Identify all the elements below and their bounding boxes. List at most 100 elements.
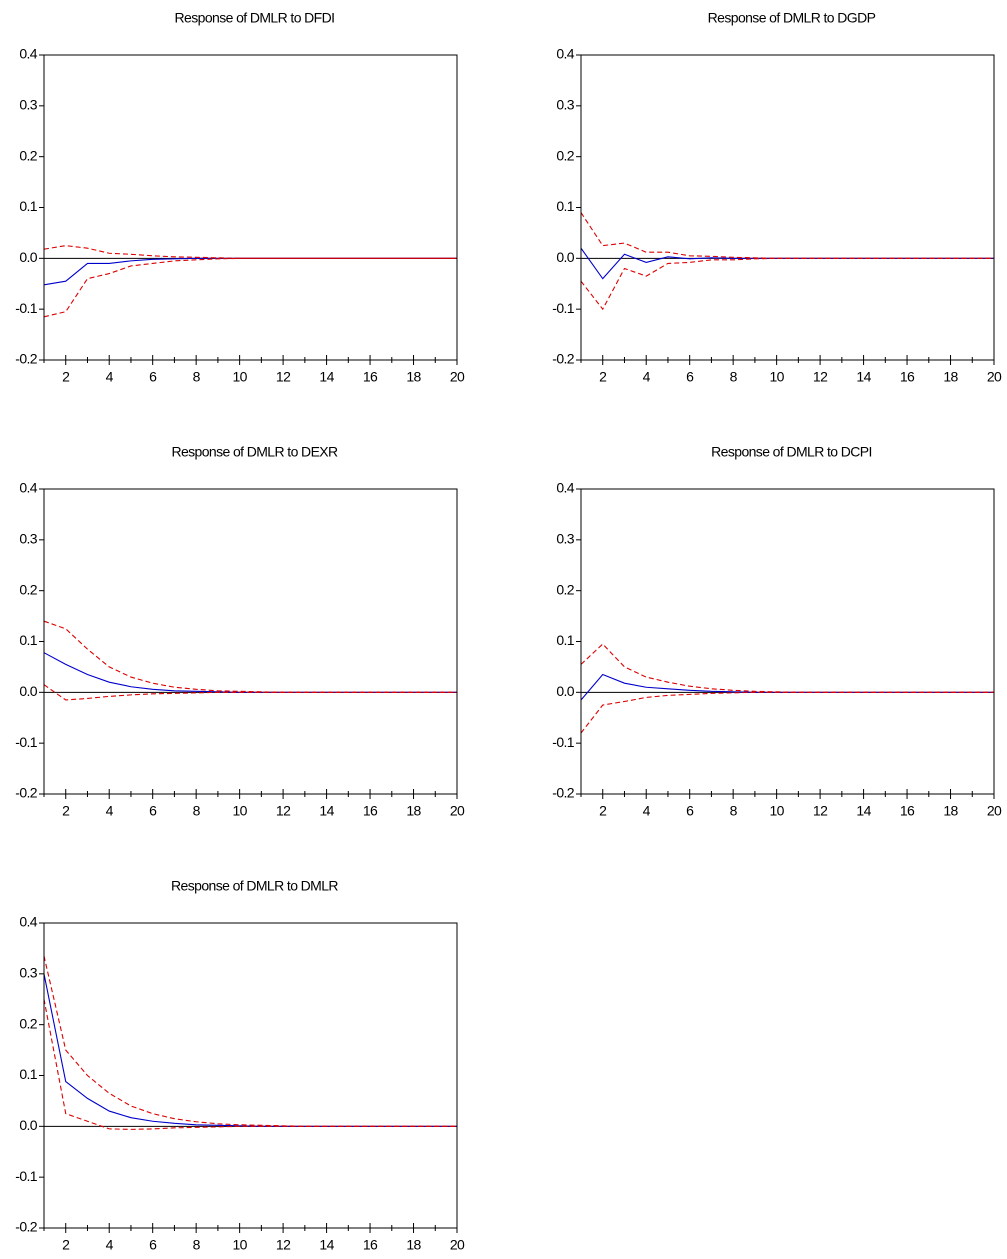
x-tick-label: 4 — [106, 1237, 114, 1253]
y-tick-label: -0.2 — [552, 785, 575, 801]
chart-title: Response of DMLR to DMLR — [171, 878, 338, 894]
x-tick-label: 8 — [730, 369, 738, 385]
y-tick-label: 0.2 — [19, 147, 37, 163]
x-tick-label: 14 — [856, 803, 871, 819]
x-tick-label: 18 — [943, 803, 958, 819]
series-line — [43, 999, 457, 1130]
y-tick-label: 0.2 — [19, 1015, 37, 1031]
x-tick-label: 10 — [769, 369, 784, 385]
series-line — [580, 212, 994, 259]
x-tick-label: 16 — [900, 369, 915, 385]
x-tick-label: 10 — [769, 803, 784, 819]
y-tick-label: -0.1 — [15, 300, 38, 316]
y-tick-label: 0.1 — [556, 198, 574, 214]
series-line — [43, 973, 457, 1127]
y-tick-label: 0.4 — [19, 46, 37, 62]
y-tick-label: 0.3 — [556, 531, 574, 547]
x-tick-label: 12 — [276, 1237, 291, 1253]
x-tick-label: 10 — [232, 803, 247, 819]
x-tick-label: 6 — [686, 369, 694, 385]
x-tick-label: 8 — [193, 369, 201, 385]
plot-frame — [43, 488, 458, 795]
x-tick-label: 4 — [106, 369, 114, 385]
series-line — [580, 673, 994, 701]
series-line — [43, 257, 457, 318]
x-tick-label: 6 — [149, 369, 157, 385]
x-tick-label: 4 — [643, 369, 651, 385]
y-tick-label: 0.1 — [19, 1066, 37, 1082]
plot-frame — [43, 922, 458, 1229]
x-tick-label: 10 — [232, 369, 247, 385]
series-line — [43, 257, 457, 286]
x-tick-label: 20 — [450, 1237, 465, 1253]
y-tick-label: 0.1 — [19, 198, 37, 214]
x-tick-label: 4 — [106, 803, 114, 819]
x-tick-label: 2 — [599, 803, 607, 819]
series-line — [580, 257, 994, 311]
x-tick-label: 8 — [730, 803, 738, 819]
y-tick-label: 0.1 — [556, 632, 574, 648]
x-tick-label: 18 — [406, 1237, 421, 1253]
y-tick-label: 0.0 — [556, 683, 574, 699]
x-tick-label: 12 — [276, 803, 291, 819]
y-tick-label: 0.3 — [19, 965, 37, 981]
x-tick-label: 8 — [193, 803, 201, 819]
series-line — [43, 620, 457, 693]
y-tick-label: -0.1 — [552, 300, 575, 316]
x-tick-label: 20 — [987, 369, 1002, 385]
x-tick-label: 20 — [987, 803, 1002, 819]
y-tick-label: 0.0 — [556, 249, 574, 265]
x-tick-label: 8 — [193, 1237, 201, 1253]
chart-title: Response of DMLR to DEXR — [171, 444, 338, 460]
x-tick-label: 20 — [450, 803, 465, 819]
x-tick-label: 14 — [319, 1237, 334, 1253]
x-tick-label: 16 — [363, 1237, 378, 1253]
y-tick-label: 0.2 — [556, 147, 574, 163]
chart-title: Response of DMLR to DFDI — [175, 10, 335, 26]
series-line — [580, 643, 994, 693]
y-tick-label: 0.3 — [19, 97, 37, 113]
x-tick-label: 12 — [276, 369, 291, 385]
x-tick-label: 2 — [62, 803, 70, 819]
series-line — [43, 955, 457, 1127]
y-tick-label: 0.0 — [19, 249, 37, 265]
y-tick-label: 0.0 — [19, 1117, 37, 1133]
y-tick-label: -0.2 — [552, 351, 575, 367]
y-tick-label: -0.2 — [15, 785, 38, 801]
plot-frame — [43, 54, 458, 361]
x-tick-label: 18 — [406, 803, 421, 819]
y-tick-label: -0.1 — [552, 734, 575, 750]
y-tick-label: -0.1 — [15, 1168, 38, 1184]
y-tick-label: -0.2 — [15, 1219, 38, 1235]
y-tick-label: 0.3 — [556, 97, 574, 113]
y-tick-label: 0.3 — [19, 531, 37, 547]
y-tick-label: -0.1 — [15, 734, 38, 750]
y-tick-label: 0.2 — [556, 581, 574, 597]
x-tick-label: 16 — [363, 803, 378, 819]
y-tick-label: 0.1 — [19, 632, 37, 648]
x-tick-label: 2 — [62, 369, 70, 385]
series-line — [43, 652, 457, 693]
x-tick-label: 10 — [232, 1237, 247, 1253]
x-tick-label: 18 — [406, 369, 421, 385]
x-tick-label: 6 — [686, 803, 694, 819]
y-tick-label: 0.0 — [19, 683, 37, 699]
y-tick-label: -0.2 — [15, 351, 38, 367]
plot-frame — [580, 488, 995, 795]
x-tick-label: 16 — [363, 369, 378, 385]
x-tick-label: 6 — [149, 1237, 157, 1253]
x-tick-label: 14 — [319, 369, 334, 385]
x-tick-label: 2 — [599, 369, 607, 385]
y-tick-label: 0.4 — [19, 480, 37, 496]
chart-title: Response of DMLR to DGDP — [708, 10, 876, 26]
x-tick-label: 4 — [643, 803, 651, 819]
x-tick-label: 18 — [943, 369, 958, 385]
plot-frame — [580, 54, 995, 361]
x-tick-label: 6 — [149, 803, 157, 819]
x-tick-label: 12 — [813, 803, 828, 819]
y-tick-label: 0.4 — [19, 914, 37, 930]
y-tick-label: 0.2 — [19, 581, 37, 597]
series-line — [580, 247, 994, 280]
chart-title: Response of DMLR to DCPI — [711, 444, 872, 460]
